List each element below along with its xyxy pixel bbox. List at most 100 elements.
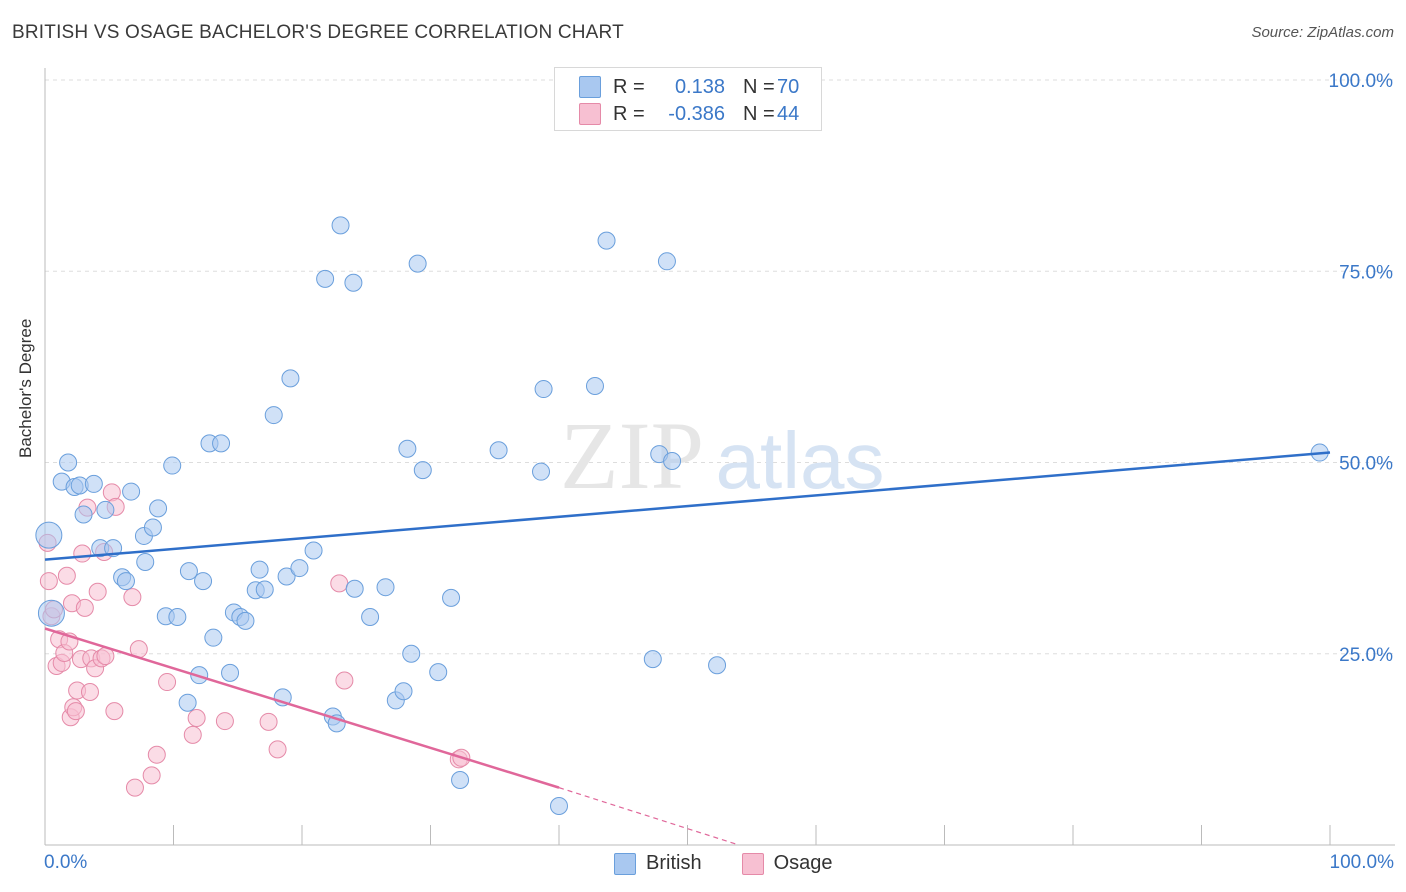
osage-point xyxy=(335,671,354,690)
british-point xyxy=(663,451,682,470)
british-legend-swatch xyxy=(614,852,636,875)
british-point xyxy=(316,269,335,288)
british-point xyxy=(116,572,135,591)
y-tick-label: 75.0% xyxy=(1339,262,1393,283)
n-label: N = xyxy=(743,75,775,98)
british-point xyxy=(74,505,93,524)
british-point xyxy=(59,453,78,472)
y-tick-label: 25.0% xyxy=(1339,645,1393,666)
british-point xyxy=(398,439,417,458)
british-point xyxy=(429,663,448,682)
british-series xyxy=(35,216,1329,815)
osage-point xyxy=(142,766,161,785)
british-point xyxy=(84,474,103,493)
osage-point xyxy=(330,574,349,593)
axes xyxy=(44,68,1395,846)
source-label: Source: ZipAtlas.com xyxy=(1251,24,1394,41)
british-point xyxy=(281,369,300,388)
osage-trend-line xyxy=(44,627,560,789)
osage-point xyxy=(183,725,202,744)
r-label: R = xyxy=(613,75,645,98)
british-point xyxy=(643,650,662,669)
british-point xyxy=(122,482,141,501)
british-point xyxy=(304,541,323,560)
osage-point xyxy=(73,544,92,563)
british-point xyxy=(345,579,364,598)
british-point xyxy=(37,599,65,627)
x-tick-min: 0.0% xyxy=(44,852,88,873)
british-point xyxy=(143,518,162,537)
british-legend-label: British xyxy=(646,852,702,874)
british-point xyxy=(331,216,350,235)
osage-point xyxy=(187,709,206,728)
y-tick-label: 100.0% xyxy=(1329,71,1394,92)
legend-row-osage: R = -0.386 N = 44 xyxy=(579,102,799,126)
british-point xyxy=(236,611,255,630)
british-point xyxy=(402,644,421,663)
r-label: R = xyxy=(613,102,645,125)
british-point xyxy=(250,560,269,579)
british-swatch xyxy=(579,76,601,98)
british-point xyxy=(585,377,604,395)
chart-title: BRITISH VS OSAGE BACHELOR'S DEGREE CORRE… xyxy=(12,22,624,43)
osage-trend-extension xyxy=(558,787,740,846)
osage-point xyxy=(215,712,234,731)
british-point xyxy=(597,231,616,250)
osage-point xyxy=(158,673,177,692)
osage-point xyxy=(105,702,124,721)
british-point xyxy=(277,567,296,586)
x-tick-max: 100.0% xyxy=(1329,852,1394,873)
british-point xyxy=(168,608,187,627)
osage-point xyxy=(57,566,76,585)
osage-point xyxy=(88,582,107,601)
osage-point xyxy=(66,702,85,721)
correlation-legend: R = 0.138 N = 70 R = -0.386 N = 44 xyxy=(554,67,822,131)
british-point xyxy=(204,628,223,647)
osage-point xyxy=(268,740,287,759)
british-point xyxy=(361,608,380,627)
british-point xyxy=(194,572,213,591)
r-value: -0.386 xyxy=(668,102,725,125)
osage-legend-label: Osage xyxy=(773,852,833,874)
legend-item-osage[interactable]: Osage xyxy=(741,852,833,875)
y-tick-label: 50.0% xyxy=(1339,454,1393,475)
british-point xyxy=(35,521,63,549)
n-label: N = xyxy=(743,102,775,125)
british-point xyxy=(221,663,240,682)
british-point xyxy=(136,552,155,571)
british-point xyxy=(451,770,470,789)
osage-series xyxy=(38,483,471,797)
osage-point xyxy=(259,712,278,731)
watermark-atlas: atlas xyxy=(716,416,885,505)
watermark-zip: ZIP xyxy=(560,402,704,509)
legend-item-british[interactable]: British xyxy=(614,852,702,875)
british-point xyxy=(163,456,182,475)
british-point xyxy=(394,682,413,701)
british-point xyxy=(178,693,197,712)
y-axis-label: Bachelor's Degree xyxy=(16,318,35,458)
osage-point xyxy=(75,598,94,617)
british-point xyxy=(376,578,395,597)
british-point xyxy=(532,462,551,481)
british-point xyxy=(708,656,727,675)
british-point xyxy=(534,380,553,399)
y-tick-labels: 25.0% 50.0% 75.0% 100.0% xyxy=(1329,71,1394,666)
osage-point xyxy=(147,745,166,764)
british-point xyxy=(255,580,274,599)
british-point xyxy=(408,254,427,273)
british-point xyxy=(442,588,461,607)
osage-point xyxy=(39,572,58,591)
british-point xyxy=(179,562,198,581)
watermark: ZIP atlas xyxy=(560,402,884,509)
british-point xyxy=(149,499,168,518)
n-value: 44 xyxy=(777,102,800,125)
grid-lines xyxy=(45,79,1395,655)
british-point xyxy=(212,434,231,453)
osage-swatch xyxy=(579,103,601,125)
british-point xyxy=(489,441,508,460)
osage-point xyxy=(125,778,144,797)
osage-point xyxy=(123,588,142,607)
british-trend-line xyxy=(44,451,1331,561)
british-point xyxy=(657,252,676,271)
trend-lines xyxy=(44,451,1331,846)
